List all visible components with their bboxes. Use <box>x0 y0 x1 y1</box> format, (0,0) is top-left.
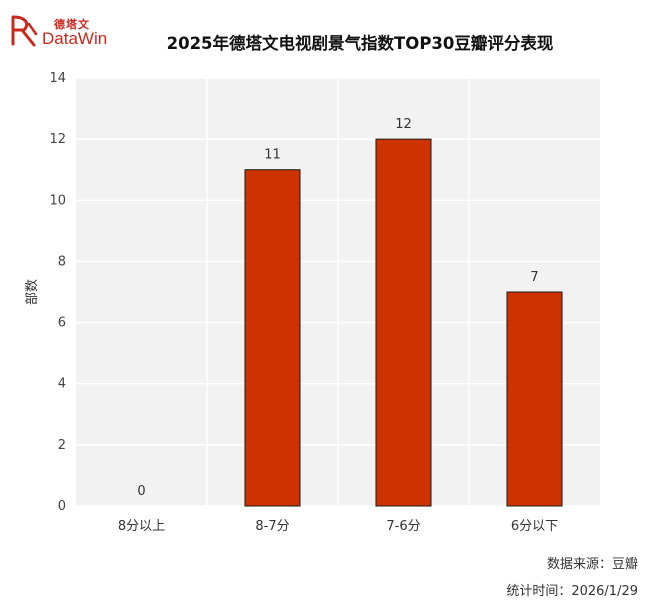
x-axis-ticks: 8分以上 8-7分 7-6分 6分以下 <box>118 519 558 534</box>
bars <box>244 138 563 507</box>
data-label: 0 <box>137 484 145 499</box>
bar <box>506 291 563 507</box>
gridlines <box>76 77 600 507</box>
y-tick-label: 12 <box>49 132 66 147</box>
y-axis-label: 部数 <box>25 279 40 305</box>
y-tick-label: 4 <box>58 377 66 392</box>
bar <box>375 138 432 507</box>
data-label: 12 <box>395 117 412 132</box>
y-tick-label: 10 <box>49 193 66 208</box>
x-tick-label: 8分以上 <box>118 519 165 534</box>
y-tick-label: 2 <box>58 438 66 453</box>
x-tick-label: 6分以下 <box>511 519 558 534</box>
y-tick-label: 8 <box>58 254 66 269</box>
y-tick-label: 14 <box>49 71 66 86</box>
y-tick-label: 0 <box>58 499 66 514</box>
data-label: 7 <box>530 270 538 285</box>
data-label: 11 <box>264 148 281 163</box>
y-axis-ticks: 0 2 4 6 8 10 12 14 <box>49 71 66 514</box>
y-tick-label: 6 <box>58 316 66 331</box>
x-tick-label: 7-6分 <box>386 519 420 534</box>
chart-title: 2025年德塔文电视剧景气指数TOP30豆瓣评分表现 <box>166 34 554 53</box>
date-note: 统计时间：2026/1/29 <box>506 584 638 599</box>
brand-logo: 德塔文 DataWin <box>10 14 130 50</box>
brand-en-name: DataWin <box>42 29 108 48</box>
source-note: 数据来源：豆瓣 <box>546 557 638 572</box>
datawin-logo-icon <box>11 15 38 47</box>
data-labels: 0 11 12 7 <box>137 117 538 499</box>
bar <box>244 169 301 507</box>
brand-cn-name: 德塔文 <box>54 18 90 31</box>
x-tick-label: 8-7分 <box>255 519 289 534</box>
